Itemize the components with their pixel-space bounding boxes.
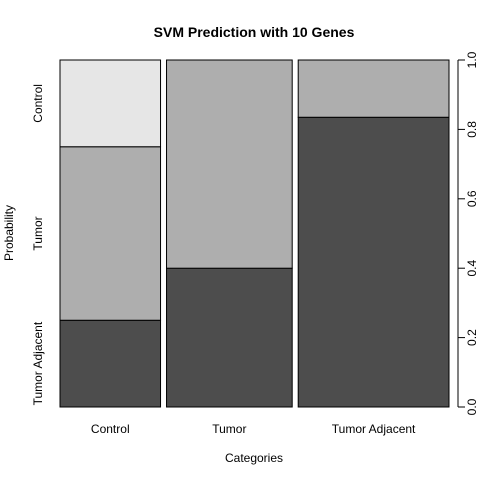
right-y-axis: 0.0 0.2 0.4 0.6 0.8 1.0 <box>457 51 479 415</box>
bar-segment-1-1 <box>166 59 293 269</box>
y-tick-label: 0.0 <box>465 398 479 415</box>
bar-segment-2-1 <box>297 59 450 118</box>
bar-segment-0-2 <box>59 59 162 148</box>
bar-segment-2-0 <box>297 116 450 408</box>
bars-layer <box>59 59 450 408</box>
y-tick-label: 0.2 <box>465 329 479 346</box>
x-tick-label: Control <box>91 422 130 436</box>
x-tick-labels: Control Tumor Tumor Adjacent <box>91 422 416 436</box>
y-tick-label: 0.8 <box>465 121 479 138</box>
left-axis-label: Control <box>31 84 45 123</box>
left-category-labels: Tumor Adjacent Tumor Control <box>31 84 45 405</box>
y-tick-label: 1.0 <box>465 51 479 68</box>
left-axis-label: Tumor Adjacent <box>31 321 45 405</box>
bar-segment-0-1 <box>59 146 162 321</box>
x-tick-label: Tumor Adjacent <box>332 422 416 436</box>
y-tick-label: 0.6 <box>465 190 479 207</box>
x-tick-label: Tumor <box>212 422 246 436</box>
y-axis-title: Probability <box>2 205 16 261</box>
y-tick-label: 0.4 <box>465 260 479 277</box>
bar-segment-0-0 <box>59 319 162 408</box>
bar-segment-1-0 <box>166 267 293 408</box>
x-axis-title: Categories <box>225 451 283 465</box>
left-axis-label: Tumor <box>31 216 45 250</box>
chart-title: SVM Prediction with 10 Genes <box>154 24 355 40</box>
